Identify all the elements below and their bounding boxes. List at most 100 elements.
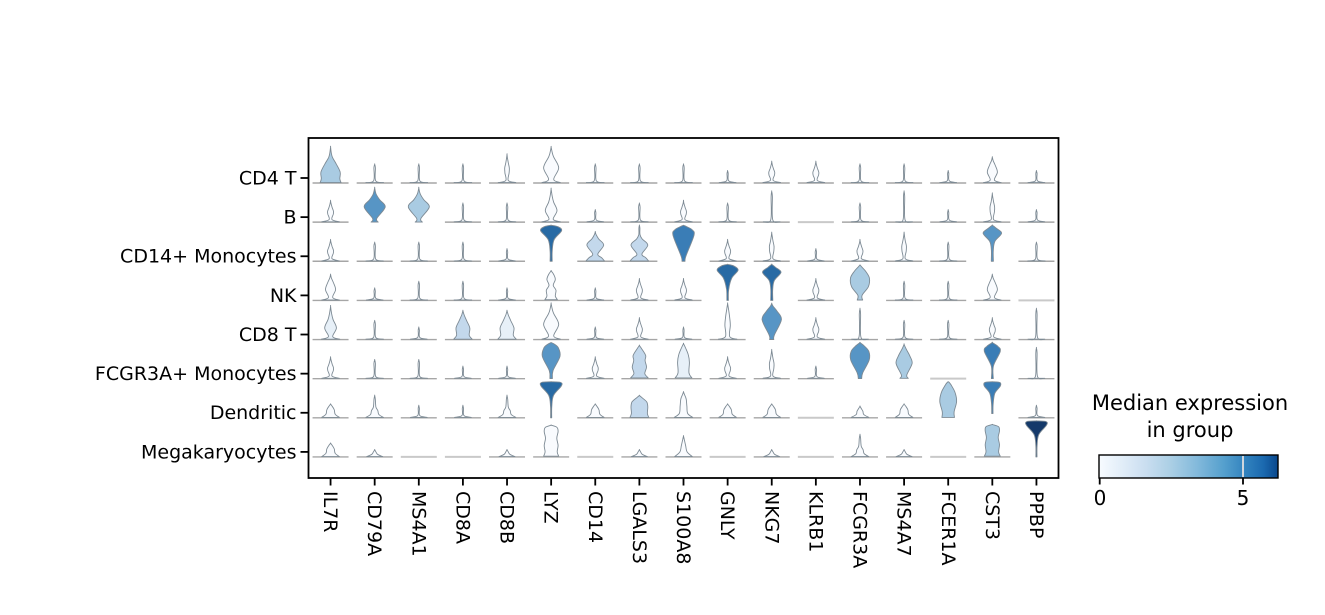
violin-nk-fcer1a (938, 280, 958, 301)
col-label: FCGR3A (849, 491, 871, 568)
col-label: CD14 (584, 491, 606, 543)
col-label: PPBP (1025, 491, 1047, 538)
violin-nk-cd8a (453, 280, 473, 301)
violin-cd14-monocytes-il7r (321, 238, 340, 262)
violin-fcgr3a-monocytes-klrb1 (807, 365, 825, 379)
violin-cd8-t-fcer1a (938, 319, 958, 340)
col-label: S100A8 (672, 491, 694, 564)
violin-fcgr3a-monocytes-cd79a (365, 359, 384, 379)
violin-b-lyz (541, 187, 561, 223)
violin-megakaryocytes-fcgr3a (850, 433, 870, 458)
violin-dendritic-cd8a (454, 404, 472, 418)
row-label: B (283, 207, 296, 229)
violin-cd14-monocytes-cd14 (585, 230, 605, 262)
violin-fcgr3a-monocytes-gnly (718, 356, 737, 379)
violin-fcgr3a-monocytes-fcgr3a (849, 341, 871, 380)
violin-megakaryocytes-lyz (543, 424, 560, 457)
violin-b-cd14 (586, 209, 605, 223)
violin-cd14-monocytes-cd79a (365, 241, 384, 262)
colorbar-tick-label-0: 0 (1094, 486, 1107, 510)
violin-nk-fcgr3a (849, 264, 871, 301)
violin-nk-gnly (716, 263, 739, 301)
violin-b-fcgr3a (850, 202, 870, 223)
row-label: CD8 T (239, 324, 297, 346)
violin-dendritic-il7r (321, 403, 340, 418)
violin-fcgr3a-monocytes-cd8b (498, 365, 516, 379)
violin-nk-klrb1 (806, 277, 826, 301)
violin-cd4-t-ms4a1 (409, 163, 429, 184)
violin-megakaryocytes-nkg7 (763, 449, 781, 458)
colorbar: Median expression in group 0 5 (1092, 391, 1288, 510)
violin-cd8-t-nkg7 (761, 302, 782, 340)
colorbar-frame (1098, 454, 1279, 479)
col-label: CD8A (451, 491, 473, 544)
violin-fcgr3a-monocytes-lgals3 (630, 344, 649, 379)
violin-nk-nkg7 (762, 263, 782, 301)
violin-dendritic-cd79a (365, 394, 384, 418)
violin-b-ppbp (1027, 209, 1046, 223)
violin-cd14-monocytes-klrb1 (807, 248, 825, 262)
violin-cd4-t-fcer1a (939, 169, 958, 184)
violin-cd8-t-s100a8 (674, 326, 693, 340)
violin-nk-lgals3 (630, 277, 649, 301)
violin-b-lgals3 (630, 202, 649, 223)
col-label: FCER1A (937, 491, 959, 566)
violin-cd4-t-lgals3 (630, 163, 649, 184)
col-label: LYZ (540, 491, 562, 524)
violin-dendritic-ms4a1 (409, 404, 428, 418)
col-label: CD8B (496, 491, 518, 544)
col-label: IL7R (319, 491, 341, 532)
violin-nk-ms4a1 (409, 280, 429, 301)
violin-cd14-monocytes-nkg7 (762, 231, 782, 262)
violin-cd8-t-ppbp (1027, 307, 1046, 341)
violin-b-fcer1a (939, 209, 958, 223)
violin-cd8-t-cd14 (586, 326, 605, 340)
violin-cd4-t-ppbp (1027, 169, 1046, 184)
violin-b-nkg7 (762, 190, 781, 223)
violin-fcgr3a-monocytes-nkg7 (762, 348, 782, 379)
violin-fcgr3a-monocytes-s100a8 (674, 342, 693, 379)
violin-b-gnly (718, 202, 737, 223)
violin-megakaryocytes-cd79a (366, 449, 384, 458)
violin-cd14-monocytes-cd8a (453, 241, 473, 262)
violin-b-cd79a (363, 186, 386, 223)
violin-cd8-t-gnly (717, 302, 738, 340)
violin-cd8-t-klrb1 (806, 317, 826, 340)
violin-b-il7r (321, 199, 340, 223)
violin-fcgr3a-monocytes-cst3 (983, 341, 1001, 380)
violin-b-ms4a1 (407, 186, 430, 223)
violin-cd4-t-cd79a (365, 163, 384, 184)
row-axis: CD4 T B CD14+ Monocytes NK CD8 T FCGR3A+ Mono… (95, 167, 309, 463)
violin-cd4-t-cd8a (453, 163, 473, 184)
row-label: CD4 T (239, 167, 297, 189)
col-label: CD79A (363, 491, 385, 556)
violin-dendritic-ppbp (1027, 404, 1046, 418)
violin-cd14-monocytes-lgals3 (629, 224, 650, 262)
violin-dendritic-lgals3 (629, 394, 650, 418)
violin-cd4-t-fcgr3a (850, 163, 870, 184)
violin-cd4-t-nkg7 (762, 160, 782, 184)
violin-cd4-t-il7r (319, 145, 342, 184)
violin-nk-cd8b (498, 287, 516, 301)
violin-cd8-t-ms4a7 (894, 319, 914, 340)
row-label: CD14+ Monocytes (120, 246, 296, 268)
violin-fcgr3a-monocytes-cd14 (585, 356, 605, 379)
violin-nk-s100a8 (674, 277, 693, 301)
violin-fcgr3a-monocytes-lyz (541, 342, 561, 380)
violin-fcgr3a-monocytes-il7r (321, 356, 340, 379)
violin-b-ms4a7 (895, 190, 913, 223)
colorbar-tick-label-5: 5 (1237, 486, 1250, 510)
violin-cd4-t-gnly (718, 169, 737, 184)
violin-fcgr3a-monocytes-ms4a1 (409, 359, 429, 379)
violin-cd14-monocytes-lyz (540, 224, 563, 262)
col-label: NKG7 (760, 491, 782, 544)
violin-cd4-t-ms4a7 (894, 163, 914, 184)
violin-cd4-t-klrb1 (806, 160, 826, 184)
violin-dendritic-nkg7 (762, 403, 782, 418)
violin-b-cd8b (497, 202, 517, 223)
violin-cd4-t-cd8b (497, 153, 517, 184)
violin-dendritic-ms4a7 (894, 403, 914, 418)
violin-megakaryocytes-cst3 (983, 423, 1001, 457)
violin-dendritic-fcgr3a (850, 405, 870, 418)
